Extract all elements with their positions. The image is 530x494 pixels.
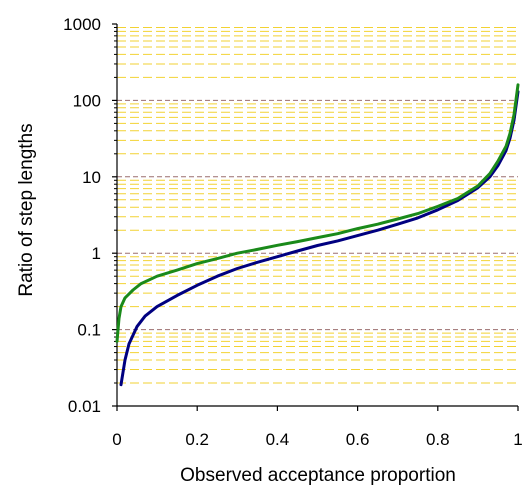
series-line-1 xyxy=(119,90,520,387)
x-tick-label: 1 xyxy=(513,430,522,449)
x-tick-label: 0 xyxy=(112,430,121,449)
grid-lines xyxy=(117,26,518,384)
y-tick-label: 0.01 xyxy=(68,397,101,416)
y-tick-label: 10 xyxy=(82,168,101,187)
series-line-2 xyxy=(115,83,520,343)
tick-labels: 0.01 0.1 1 10 100 1000 0 0.2 0.4 0.6 0.8 1 xyxy=(63,15,523,449)
x-tick-label: 0.4 xyxy=(266,430,290,449)
y-tick-label: 1 xyxy=(92,244,101,263)
x-tick-label: 0.8 xyxy=(426,430,450,449)
y-axis-title: Ratio of step lengths xyxy=(16,123,37,296)
x-tick-label: 0.2 xyxy=(185,430,209,449)
x-axis-title: Observed acceptance proportion xyxy=(180,465,456,486)
y-tick-label: 1000 xyxy=(63,15,101,34)
y-tick-label: 100 xyxy=(73,91,101,110)
y-tick-label: 0.1 xyxy=(77,321,101,340)
series-lines xyxy=(115,83,520,387)
x-tick-label: 0.6 xyxy=(346,430,370,449)
